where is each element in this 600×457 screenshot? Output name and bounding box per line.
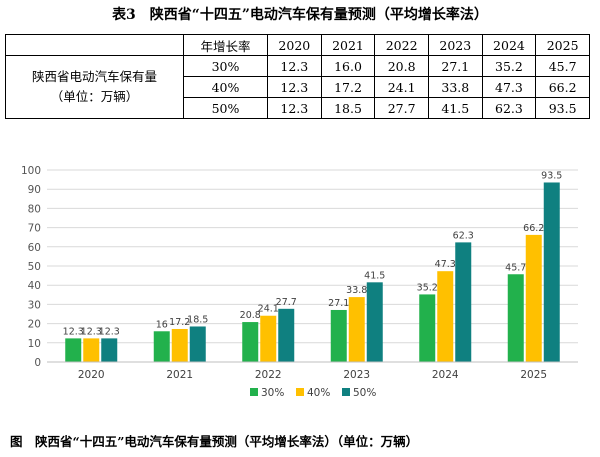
header-year: 2024 (481, 34, 537, 56)
data-label: 16 (156, 319, 168, 330)
bar (330, 309, 347, 362)
y-tick-label: 100 (21, 165, 41, 177)
value-cell: 66.2 (535, 76, 590, 98)
growth-rate-cell: 30% (183, 55, 268, 77)
value-cell: 45.7 (535, 55, 590, 77)
header-year: 2025 (535, 34, 590, 56)
table-header-row: 年增长率 2020 2021 2022 2023 2024 2025 (5, 34, 590, 56)
data-label: 93.5 (541, 170, 562, 181)
data-label: 66.2 (523, 223, 544, 234)
y-tick-label: 10 (28, 338, 41, 350)
x-tick-label: 2021 (166, 369, 193, 381)
data-label: 12.3 (99, 326, 120, 337)
data-label: 17.2 (169, 317, 190, 328)
value-cell: 93.5 (535, 97, 590, 119)
bar (171, 328, 188, 362)
value-cell: 18.5 (320, 97, 376, 119)
row-label-cell: 陕西省电动汽车保有量 （单位：万辆） (5, 55, 184, 119)
x-tick-label: 2024 (432, 369, 459, 381)
data-label: 12.3 (63, 326, 84, 337)
header-year: 2020 (267, 34, 322, 56)
data-label: 47.3 (435, 259, 456, 270)
bar (455, 242, 472, 362)
table-title: 表3 陕西省“十四五”电动汽车保有量预测（平均增长率法） (112, 7, 488, 23)
figure-caption: 图 陕西省“十四五”电动汽车保有量预测（平均增长率法）（单位：万辆） (10, 434, 419, 449)
header-year: 2022 (374, 34, 429, 56)
table-row: 50% 12.3 18.5 27.7 41.5 62.3 93.5 (6, 97, 590, 119)
header-year: 2021 (320, 34, 376, 56)
value-cell: 17.2 (320, 76, 376, 98)
data-label: 12.3 (81, 326, 102, 337)
bar (507, 274, 524, 362)
bar (278, 308, 295, 362)
y-tick-label: 80 (28, 203, 41, 215)
y-tick-label: 90 (28, 184, 41, 196)
data-label: 41.5 (364, 270, 385, 281)
bar (543, 182, 560, 362)
x-tick-label: 2020 (78, 369, 105, 381)
table-row: 陕西省电动汽车保有量 （单位：万辆） 30% 12.3 16.0 20.8 27… (5, 55, 590, 119)
y-tick-label: 0 (34, 357, 41, 369)
row-label-line1: 陕西省电动汽车保有量 (31, 69, 157, 84)
y-tick-label: 50 (28, 261, 41, 273)
data-label: 62.3 (453, 230, 474, 241)
legend-swatch (342, 388, 350, 396)
value-cell: 12.3 (267, 55, 322, 77)
bar (525, 234, 542, 362)
bar (65, 338, 82, 362)
legend-label: 50% (353, 387, 376, 399)
data-label: 27.1 (328, 298, 349, 309)
value-cell: 27.1 (427, 55, 483, 77)
value-cell: 62.3 (481, 97, 537, 119)
y-tick-label: 70 (28, 223, 41, 235)
value-cell: 24.1 (374, 76, 429, 98)
table-corner-cell (5, 34, 184, 56)
bar (101, 338, 118, 362)
y-tick-label: 20 (28, 319, 41, 331)
bar (348, 297, 365, 362)
value-cell: 35.2 (481, 55, 537, 77)
data-label: 27.7 (276, 297, 297, 308)
value-cell: 33.8 (427, 76, 483, 98)
table-row: 40% 12.3 17.2 24.1 33.8 47.3 66.2 (6, 76, 590, 98)
bar (153, 331, 170, 362)
y-tick-label: 30 (28, 299, 41, 311)
x-tick-label: 2023 (343, 369, 370, 381)
forecast-table: 年增长率 2020 2021 2022 2023 2024 2025 陕西省电动… (5, 34, 590, 119)
value-cell: 16.0 (320, 55, 376, 77)
growth-rate-cell: 40% (183, 76, 268, 98)
header-growth-rate: 年增长率 (183, 34, 268, 56)
legend-label: 30% (261, 387, 284, 399)
data-label: 35.2 (417, 282, 438, 293)
value-cell: 41.5 (427, 97, 483, 119)
value-cell: 20.8 (374, 55, 429, 77)
row-label-line2: （单位：万辆） (50, 89, 139, 104)
bar-chart: 010203040506070809010012.312.312.3202016… (21, 165, 578, 399)
data-label: 33.8 (346, 285, 367, 296)
data-label: 45.7 (505, 262, 526, 273)
bar (242, 322, 259, 362)
bar (260, 315, 277, 362)
y-tick-label: 40 (28, 280, 41, 292)
legend-swatch (296, 388, 304, 396)
y-tick-label: 60 (28, 242, 41, 254)
bar (83, 338, 100, 362)
value-cell: 27.7 (374, 97, 429, 119)
bar (366, 282, 383, 362)
x-tick-label: 2022 (255, 369, 282, 381)
legend-label: 40% (307, 387, 330, 399)
x-tick-label: 2025 (520, 369, 547, 381)
legend-swatch (250, 388, 258, 396)
value-cell: 47.3 (481, 76, 537, 98)
bar (437, 271, 454, 362)
header-year: 2023 (427, 34, 483, 56)
value-cell: 12.3 (267, 97, 322, 119)
data-label: 24.1 (258, 304, 279, 315)
bar (419, 294, 436, 362)
data-label: 20.8 (240, 310, 261, 321)
value-cell: 12.3 (267, 76, 322, 98)
data-label: 18.5 (187, 314, 208, 325)
growth-rate-cell: 50% (183, 97, 268, 119)
bar (189, 326, 206, 362)
